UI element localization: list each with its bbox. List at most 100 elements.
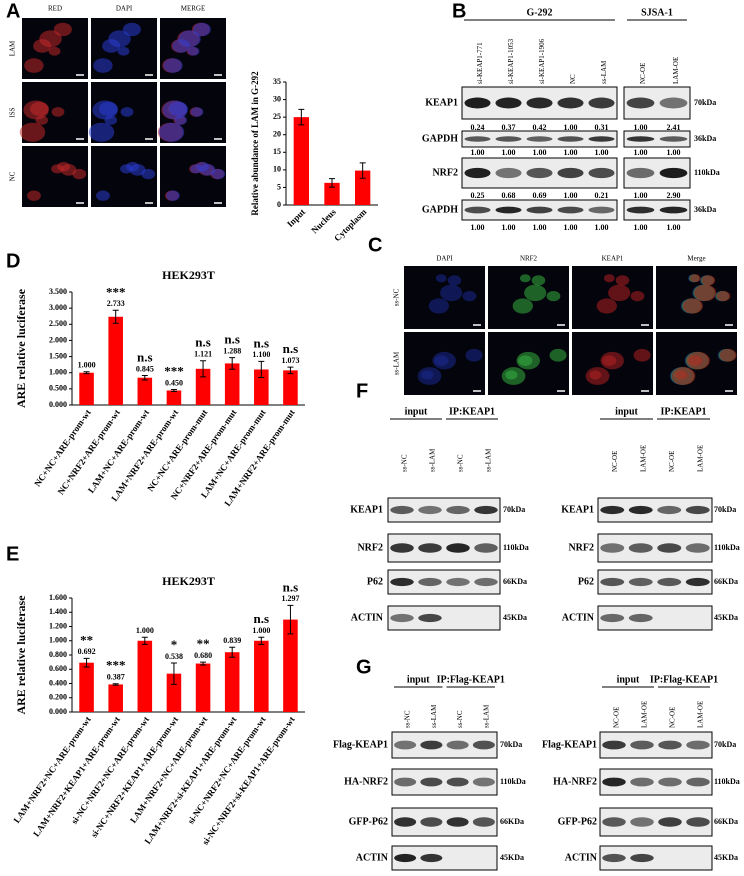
band [495,97,522,109]
cell [96,190,110,201]
band [446,817,469,827]
cell [671,367,696,385]
error-bar [229,646,236,658]
quantification: 1.00 [595,223,609,232]
value-label: 1.000 [252,626,270,635]
panel-letter: D [6,250,20,272]
group-label: input [405,406,428,417]
panel-letter: B [452,0,466,22]
value-label: 0.692 [78,647,96,656]
y-tick-label: 0.200 [49,693,67,702]
y-tick-label: 1.600 [49,593,67,602]
band [659,136,688,142]
panel-letter: A [6,0,20,22]
band [474,543,498,553]
y-tick-label: 35 [273,77,281,86]
cell [447,275,462,286]
band [418,613,442,623]
y-tick-label: 0.500 [49,384,67,393]
lane-label: ss-LAM [429,448,437,472]
cell [158,122,185,142]
error-bar [170,389,177,392]
y-tick-label: 15 [273,147,281,156]
blot-label: ACTIN [351,612,384,623]
lane-label: ss-NC [456,710,464,728]
value-label: 2.733 [107,299,125,308]
band [685,543,710,553]
lane-label: LAM-OE [641,701,649,728]
band [657,505,682,515]
cell [630,290,645,302]
band [630,853,654,863]
band [446,543,470,553]
significance: n.s [254,611,270,626]
blot-label: P62 [367,576,383,587]
bar [166,673,182,712]
band [602,777,626,787]
band [658,777,682,787]
error-bar [329,178,335,188]
bar [137,377,153,405]
band [472,817,495,827]
y-tick-label: 2.500 [49,319,67,328]
band [658,740,682,750]
panel-letter: G [356,656,372,678]
band [686,740,710,750]
error-bar [258,360,265,379]
cell [546,290,561,302]
significance: n.s [254,335,270,350]
size-label: 70kDa [694,98,716,107]
size-label: 45KDa [714,613,738,622]
lane-label: ss-LAM [485,448,493,472]
band [495,136,522,142]
value-label: 1.121 [194,350,212,359]
band [628,577,653,587]
blot-label: GAPDH [422,133,458,144]
blot-label: ACTIN [356,852,389,863]
quantification: 1.00 [564,191,578,200]
band [394,853,417,863]
y-tick-label: 1.400 [49,607,67,616]
y-tick-label: 30 [273,94,281,103]
quantification: 0.25 [471,191,485,200]
value-label: 0.845 [136,364,154,373]
band [446,740,469,750]
lane-label: ss-LAM [482,704,490,728]
bar [254,640,269,712]
blot-label: NRF2 [568,542,594,553]
band [626,136,655,142]
cell [602,355,617,366]
y-axis-label: Relative abundance of LAM in G-292 [250,71,260,216]
bar [293,117,309,205]
blot-label: GFP-P62 [558,816,597,827]
band [626,167,655,179]
error-bar [141,636,148,645]
band [588,206,615,214]
cell [440,284,463,302]
y-tick-label: 10 [273,165,281,174]
bar [355,170,371,205]
significance: n.s [137,349,153,364]
column-label: NRF2 [520,255,538,263]
bar [137,640,153,712]
error-bar [200,360,207,378]
size-label: 36kDa [694,205,716,214]
cell [689,274,701,283]
cell [585,367,610,385]
bar [108,684,123,712]
band [420,817,443,827]
y-tick-label: 2.000 [49,335,67,344]
cell [688,355,703,366]
cell [512,298,533,314]
quantification: 1.00 [533,223,547,232]
row-label: NC [9,171,17,181]
blot [623,130,691,148]
axis-line [71,598,305,713]
cell [93,58,113,73]
blot [623,199,691,221]
quantification: 1.00 [471,223,485,232]
blot-label: Flag-KEAP1 [542,739,597,750]
column-label: KEAP1 [602,255,624,263]
band [630,777,654,787]
cell [169,101,188,116]
